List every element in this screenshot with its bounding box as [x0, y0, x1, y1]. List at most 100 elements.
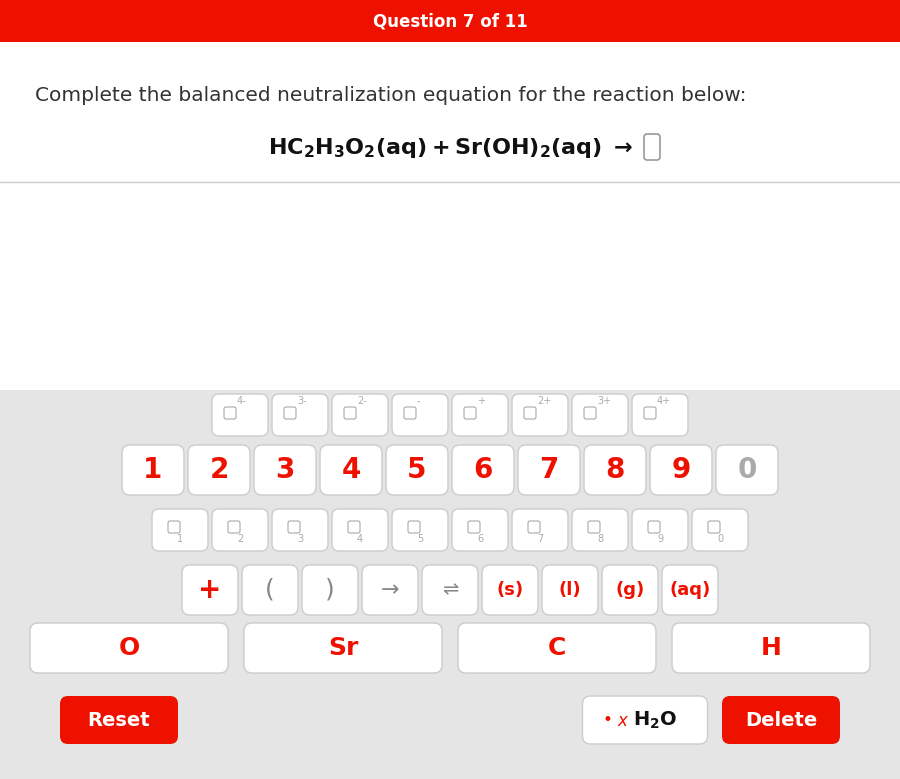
FancyBboxPatch shape — [632, 509, 688, 551]
Text: 5: 5 — [407, 456, 427, 484]
FancyBboxPatch shape — [584, 407, 596, 419]
FancyBboxPatch shape — [662, 565, 718, 615]
FancyBboxPatch shape — [348, 521, 360, 533]
FancyBboxPatch shape — [524, 407, 536, 419]
FancyBboxPatch shape — [464, 407, 476, 419]
FancyBboxPatch shape — [482, 565, 538, 615]
Text: 6: 6 — [477, 534, 483, 544]
Text: (l): (l) — [559, 581, 581, 599]
Bar — [0, 0, 900, 42]
FancyBboxPatch shape — [716, 445, 778, 495]
Text: 4-: 4- — [237, 396, 247, 406]
FancyBboxPatch shape — [284, 407, 296, 419]
Text: 3: 3 — [275, 456, 294, 484]
Text: 4+: 4+ — [657, 396, 671, 406]
Text: ⇌: ⇌ — [442, 580, 458, 600]
Text: 4: 4 — [341, 456, 361, 484]
FancyBboxPatch shape — [582, 696, 707, 744]
Text: 2+: 2+ — [537, 396, 551, 406]
Text: Complete the balanced neutralization equation for the reaction below:: Complete the balanced neutralization equ… — [35, 86, 746, 104]
FancyBboxPatch shape — [512, 509, 568, 551]
Text: 6: 6 — [473, 456, 492, 484]
FancyBboxPatch shape — [332, 509, 388, 551]
FancyBboxPatch shape — [272, 394, 328, 436]
FancyBboxPatch shape — [60, 696, 178, 744]
FancyBboxPatch shape — [182, 565, 238, 615]
FancyBboxPatch shape — [254, 445, 316, 495]
Text: 1: 1 — [143, 456, 163, 484]
Bar — [0, 390, 900, 779]
Text: 3-: 3- — [297, 396, 307, 406]
Text: +: + — [198, 576, 221, 604]
FancyBboxPatch shape — [122, 445, 184, 495]
Text: Reset: Reset — [87, 710, 150, 729]
FancyBboxPatch shape — [572, 509, 628, 551]
Text: $\mathbf{HC_2H_3O_2(aq) + Sr(OH)_2(aq)\ \rightarrow}$: $\mathbf{HC_2H_3O_2(aq) + Sr(OH)_2(aq)\ … — [267, 136, 633, 160]
FancyBboxPatch shape — [212, 509, 268, 551]
Text: 2: 2 — [210, 456, 229, 484]
Text: ): ) — [325, 578, 335, 602]
FancyBboxPatch shape — [392, 394, 448, 436]
FancyBboxPatch shape — [422, 565, 478, 615]
Text: 8: 8 — [606, 456, 625, 484]
FancyBboxPatch shape — [602, 565, 658, 615]
FancyBboxPatch shape — [588, 521, 600, 533]
FancyBboxPatch shape — [404, 407, 416, 419]
Text: 7: 7 — [539, 456, 559, 484]
Text: 4: 4 — [357, 534, 363, 544]
FancyBboxPatch shape — [228, 521, 240, 533]
FancyBboxPatch shape — [362, 565, 418, 615]
Text: Delete: Delete — [745, 710, 817, 729]
Text: Question 7 of 11: Question 7 of 11 — [373, 12, 527, 30]
FancyBboxPatch shape — [452, 394, 508, 436]
Text: H: H — [760, 636, 781, 660]
Text: 7: 7 — [537, 534, 543, 544]
FancyBboxPatch shape — [672, 623, 870, 673]
Text: 0: 0 — [737, 456, 757, 484]
FancyBboxPatch shape — [458, 623, 656, 673]
Text: (: ( — [266, 578, 274, 602]
FancyBboxPatch shape — [648, 521, 660, 533]
FancyBboxPatch shape — [152, 509, 208, 551]
Text: 2-: 2- — [357, 396, 367, 406]
FancyBboxPatch shape — [302, 565, 358, 615]
FancyBboxPatch shape — [584, 445, 646, 495]
FancyBboxPatch shape — [572, 394, 628, 436]
FancyBboxPatch shape — [542, 565, 598, 615]
FancyBboxPatch shape — [320, 445, 382, 495]
FancyBboxPatch shape — [30, 623, 228, 673]
FancyBboxPatch shape — [692, 509, 748, 551]
Text: 8: 8 — [597, 534, 603, 544]
FancyBboxPatch shape — [452, 509, 508, 551]
FancyBboxPatch shape — [722, 696, 840, 744]
FancyBboxPatch shape — [212, 394, 268, 436]
Text: Sr: Sr — [328, 636, 358, 660]
Text: 3: 3 — [297, 534, 303, 544]
Text: O: O — [119, 636, 140, 660]
Text: -: - — [417, 396, 420, 406]
FancyBboxPatch shape — [518, 445, 580, 495]
FancyBboxPatch shape — [408, 521, 420, 533]
FancyBboxPatch shape — [632, 394, 688, 436]
FancyBboxPatch shape — [288, 521, 300, 533]
FancyBboxPatch shape — [332, 394, 388, 436]
FancyBboxPatch shape — [242, 565, 298, 615]
Text: 5: 5 — [417, 534, 423, 544]
FancyBboxPatch shape — [188, 445, 250, 495]
Text: (aq): (aq) — [670, 581, 711, 599]
FancyBboxPatch shape — [650, 445, 712, 495]
Text: 9: 9 — [657, 534, 663, 544]
Text: +: + — [477, 396, 485, 406]
FancyBboxPatch shape — [452, 445, 514, 495]
Text: C: C — [548, 636, 566, 660]
Text: →: → — [381, 580, 400, 600]
FancyBboxPatch shape — [244, 623, 442, 673]
FancyBboxPatch shape — [528, 521, 540, 533]
Text: (g): (g) — [616, 581, 644, 599]
Text: 0: 0 — [717, 534, 723, 544]
FancyBboxPatch shape — [386, 445, 448, 495]
FancyBboxPatch shape — [644, 407, 656, 419]
Bar — [0, 42, 900, 390]
FancyBboxPatch shape — [224, 407, 236, 419]
FancyBboxPatch shape — [512, 394, 568, 436]
